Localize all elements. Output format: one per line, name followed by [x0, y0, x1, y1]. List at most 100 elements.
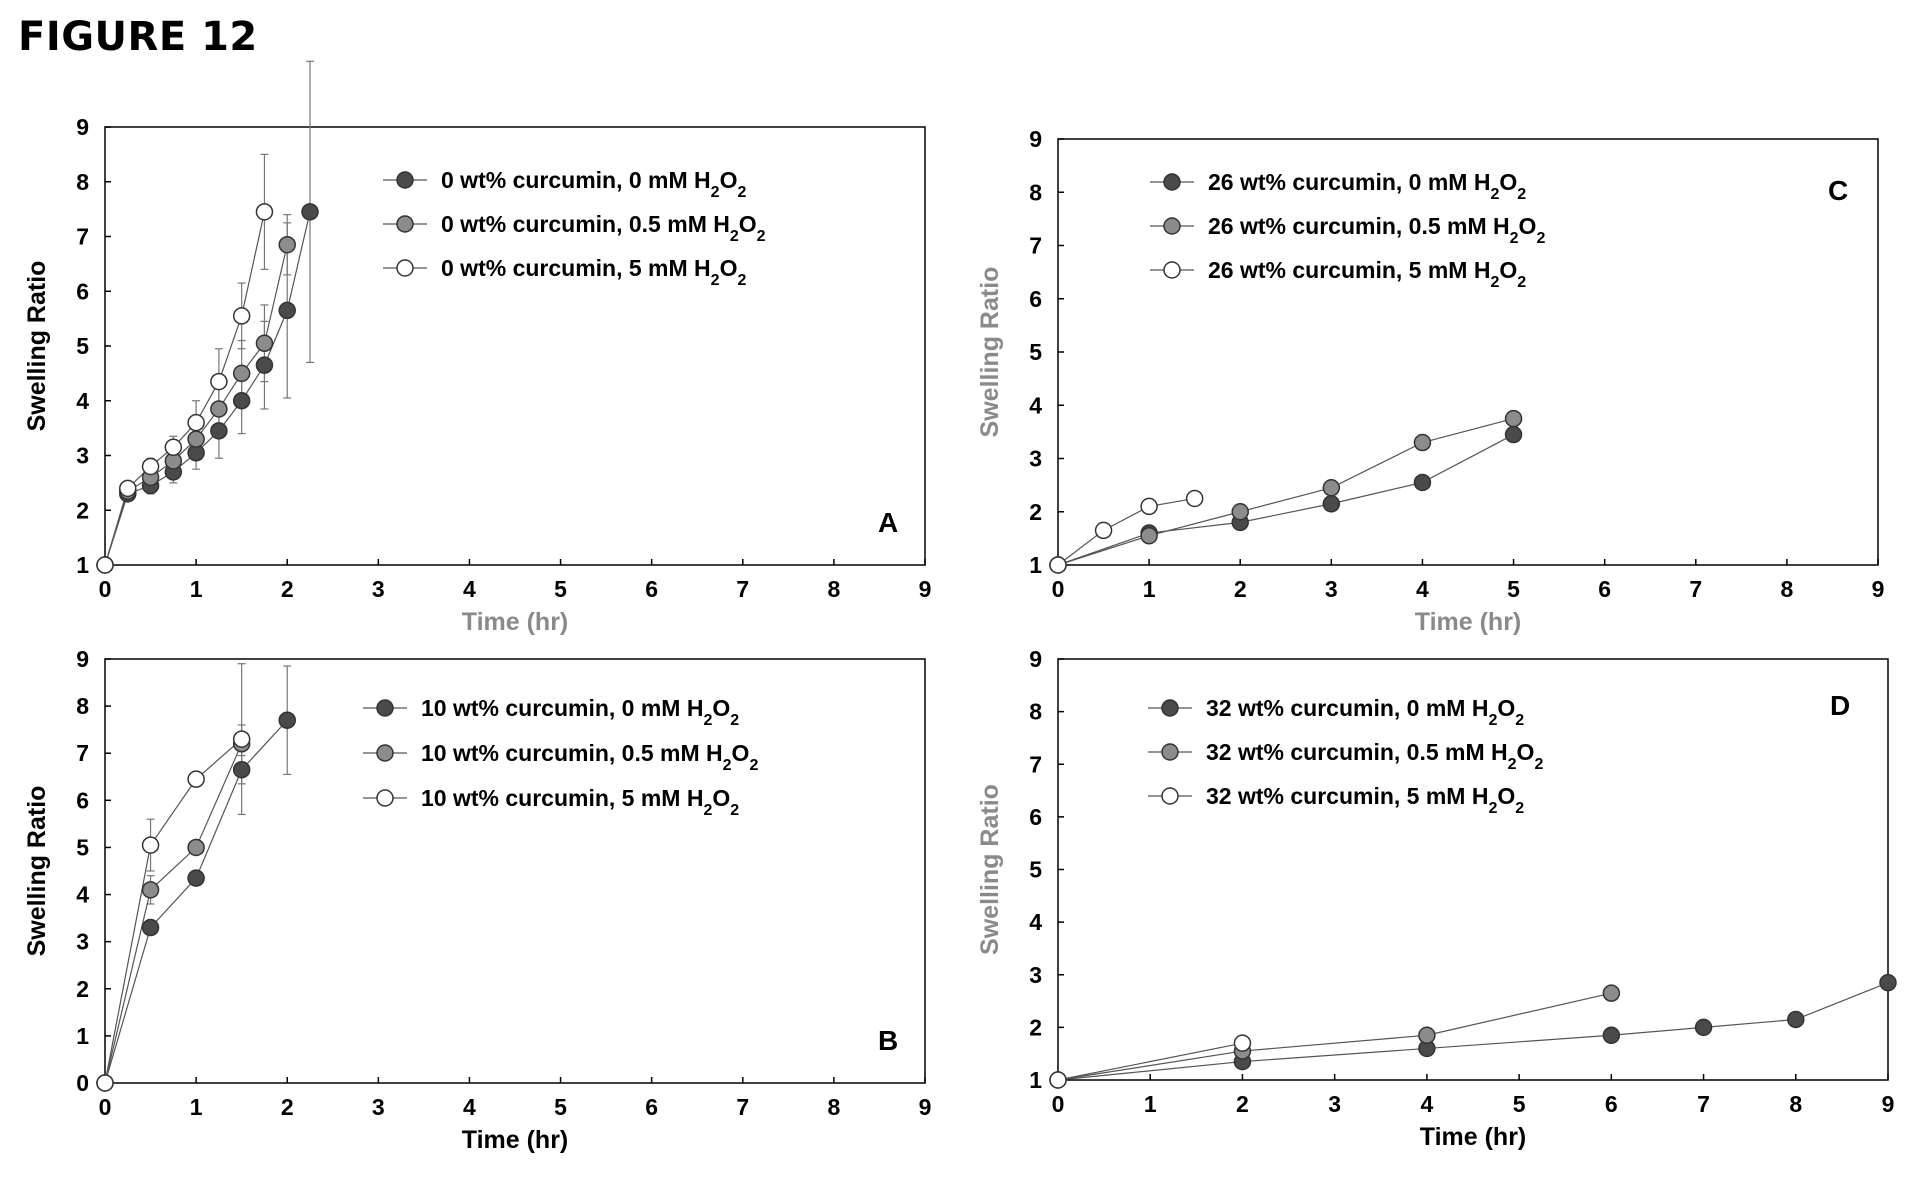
panel-a-y-tick-label: 6: [76, 278, 89, 304]
panel-b-y-tick-label: 1: [76, 1023, 89, 1049]
panel-b-y-tick-label: 8: [76, 693, 89, 719]
panel-b-series-2-point: [187, 770, 205, 788]
panel-a-series-0-point: [301, 203, 319, 221]
panel-b-x-tick-label: 2: [281, 1094, 294, 1120]
panel-b-x-tick-label: 0: [99, 1094, 112, 1120]
panel-d-series-2-point: [1049, 1071, 1067, 1089]
panel-c-legend-marker: [1163, 261, 1181, 279]
panel-b-x-tick-label: 3: [372, 1094, 385, 1120]
panel-b-series-2-point: [96, 1074, 114, 1092]
panel-c-series-0-point: [1413, 473, 1432, 492]
panel-d-series-2-line: [1057, 1042, 1243, 1081]
panel-c-x-tick-label: 7: [1689, 576, 1702, 602]
panel-b-x-tick-label: 7: [736, 1094, 749, 1120]
panel-b-series-0-point: [232, 760, 251, 779]
panel-c-x-tick-label: 4: [1416, 576, 1429, 602]
panel-a-series-2-point: [96, 556, 114, 574]
panel-c-series-2-line: [1057, 497, 1195, 566]
panel-d-y-tick-label: 2: [1029, 1014, 1042, 1040]
panel-d-legend-marker: [1161, 699, 1179, 717]
panel-b-y-tick-label: 5: [76, 834, 89, 860]
panel-a-series-2-point: [232, 307, 251, 325]
panel-a-y-tick-label: 9: [76, 114, 89, 140]
panel-d-series-0-line: [1057, 982, 1889, 1081]
panel-c-series-2-point: [1140, 497, 1158, 516]
panel-a-series-2-point: [255, 203, 274, 221]
panel-c-series-2-point: [1049, 556, 1067, 574]
panel-a-series-2-point: [210, 372, 228, 391]
panel-c-y-tick-label: 5: [1029, 339, 1042, 365]
panel-b-series-1-point: [141, 881, 160, 899]
panel-d-y-tick-label: 8: [1029, 699, 1042, 725]
panel-c-series-0-point: [1322, 495, 1341, 513]
panel-d-x-tick-label: 1: [1144, 1091, 1157, 1117]
panel-d-x-tick-label: 2: [1236, 1091, 1249, 1117]
panel-c-x-tick-label: 0: [1052, 576, 1065, 602]
panel-b-legend-marker: [376, 699, 394, 717]
panel-c-x-tick-label: 3: [1325, 576, 1338, 602]
panel-c-x-tick-label: 5: [1507, 576, 1520, 602]
panel-c-series-0-line: [1057, 434, 1514, 566]
panel-c-series-1-line: [1057, 417, 1514, 566]
panel-b-y-tick-label: 7: [76, 740, 89, 766]
panel-b-x-axis-label: Time (hr): [462, 1126, 569, 1154]
panel-b-legend-entry: 10 wt% curcumin, 0.5 mM H2O2: [421, 740, 758, 774]
panel-b-y-tick-label: 4: [76, 882, 89, 908]
panel-c-y-tick-label: 4: [1029, 392, 1042, 418]
panel-d-x-tick-label: 8: [1789, 1091, 1802, 1117]
panel-b-series-2-point: [141, 836, 160, 854]
panel-d-series-0-point: [1602, 1026, 1621, 1045]
panel-d-x-tick-label: 6: [1605, 1091, 1618, 1117]
panel-a-x-tick-label: 4: [463, 576, 476, 602]
panel-b-y-tick-label: 2: [76, 976, 89, 1002]
panel-c-series-1-point: [1504, 409, 1523, 428]
panel-c-x-axis-label: Time (hr): [1415, 608, 1522, 636]
figure-title: FIGURE 12: [18, 14, 258, 60]
panel-b-x-tick-label: 8: [827, 1094, 840, 1120]
panel-d-legend-entry: 32 wt% curcumin, 0 mM H2O2: [1206, 695, 1524, 729]
panel-a-series-1-point: [278, 235, 296, 254]
panel-d-legend-marker: [1161, 743, 1179, 761]
panel-a-x-tick-label: 3: [372, 576, 385, 602]
panel-a-series-1-point: [232, 364, 251, 383]
panel-d-y-axis-label: Swelling Ratio: [976, 784, 1004, 955]
panel-a-x-tick-label: 7: [736, 576, 749, 602]
panel-d-x-tick-label: 9: [1882, 1091, 1895, 1117]
panel-d-y-tick-label: 6: [1029, 804, 1042, 830]
panel-d-series-1-line: [1057, 992, 1612, 1081]
panel-a-x-axis-label: Time (hr): [462, 608, 569, 636]
panel-b-series-1-point: [187, 838, 205, 857]
panel-a-series-0-point: [255, 356, 274, 374]
panel-b-x-tick-label: 5: [554, 1094, 567, 1120]
panel-a-y-tick-label: 8: [76, 169, 89, 195]
panel-d-y-tick-label: 4: [1029, 909, 1042, 935]
panel-c-series-1-point: [1413, 433, 1432, 452]
panel-a-series-1-point: [210, 400, 228, 418]
panel-c-legend-entry: 26 wt% curcumin, 0.5 mM H2O2: [1208, 213, 1545, 247]
panel-a-y-tick-label: 2: [76, 497, 89, 523]
panel-b-series-1-line: [104, 743, 243, 1084]
panel-a-legend-entry: 0 wt% curcumin, 0 mM H2O2: [441, 167, 746, 201]
panel-a-series-1-point: [187, 430, 205, 448]
panel-a-y-tick-label: 1: [76, 552, 89, 578]
panel-c-series-2-point: [1094, 521, 1113, 540]
panel-d-plot-frame: [1057, 658, 1889, 1081]
panel-a-series-2-point: [164, 438, 183, 457]
panel-d-x-tick-label: 0: [1052, 1091, 1065, 1117]
panel-c-series-1-point: [1231, 503, 1249, 521]
panel-c-series-0-point: [1504, 425, 1523, 444]
panel-b-y-tick-label: 3: [76, 929, 89, 955]
panel-c-series-1-point: [1322, 479, 1341, 497]
panel-b-x-tick-label: 4: [463, 1094, 476, 1120]
panel-b-y-tick-label: 9: [76, 646, 89, 672]
panel-c-x-tick-label: 1: [1143, 576, 1156, 602]
panel-c-y-tick-label: 9: [1029, 126, 1042, 152]
panel-c-series-2-point: [1185, 489, 1204, 508]
panel-a-y-tick-label: 5: [76, 333, 89, 359]
panel-b-y-tick-label: 6: [76, 787, 89, 813]
panel-d-series-1-point: [1602, 984, 1621, 1002]
panel-c-x-tick-label: 6: [1598, 576, 1611, 602]
panel-a-x-tick-label: 6: [645, 576, 658, 602]
panel-b-legend-marker: [376, 789, 394, 807]
